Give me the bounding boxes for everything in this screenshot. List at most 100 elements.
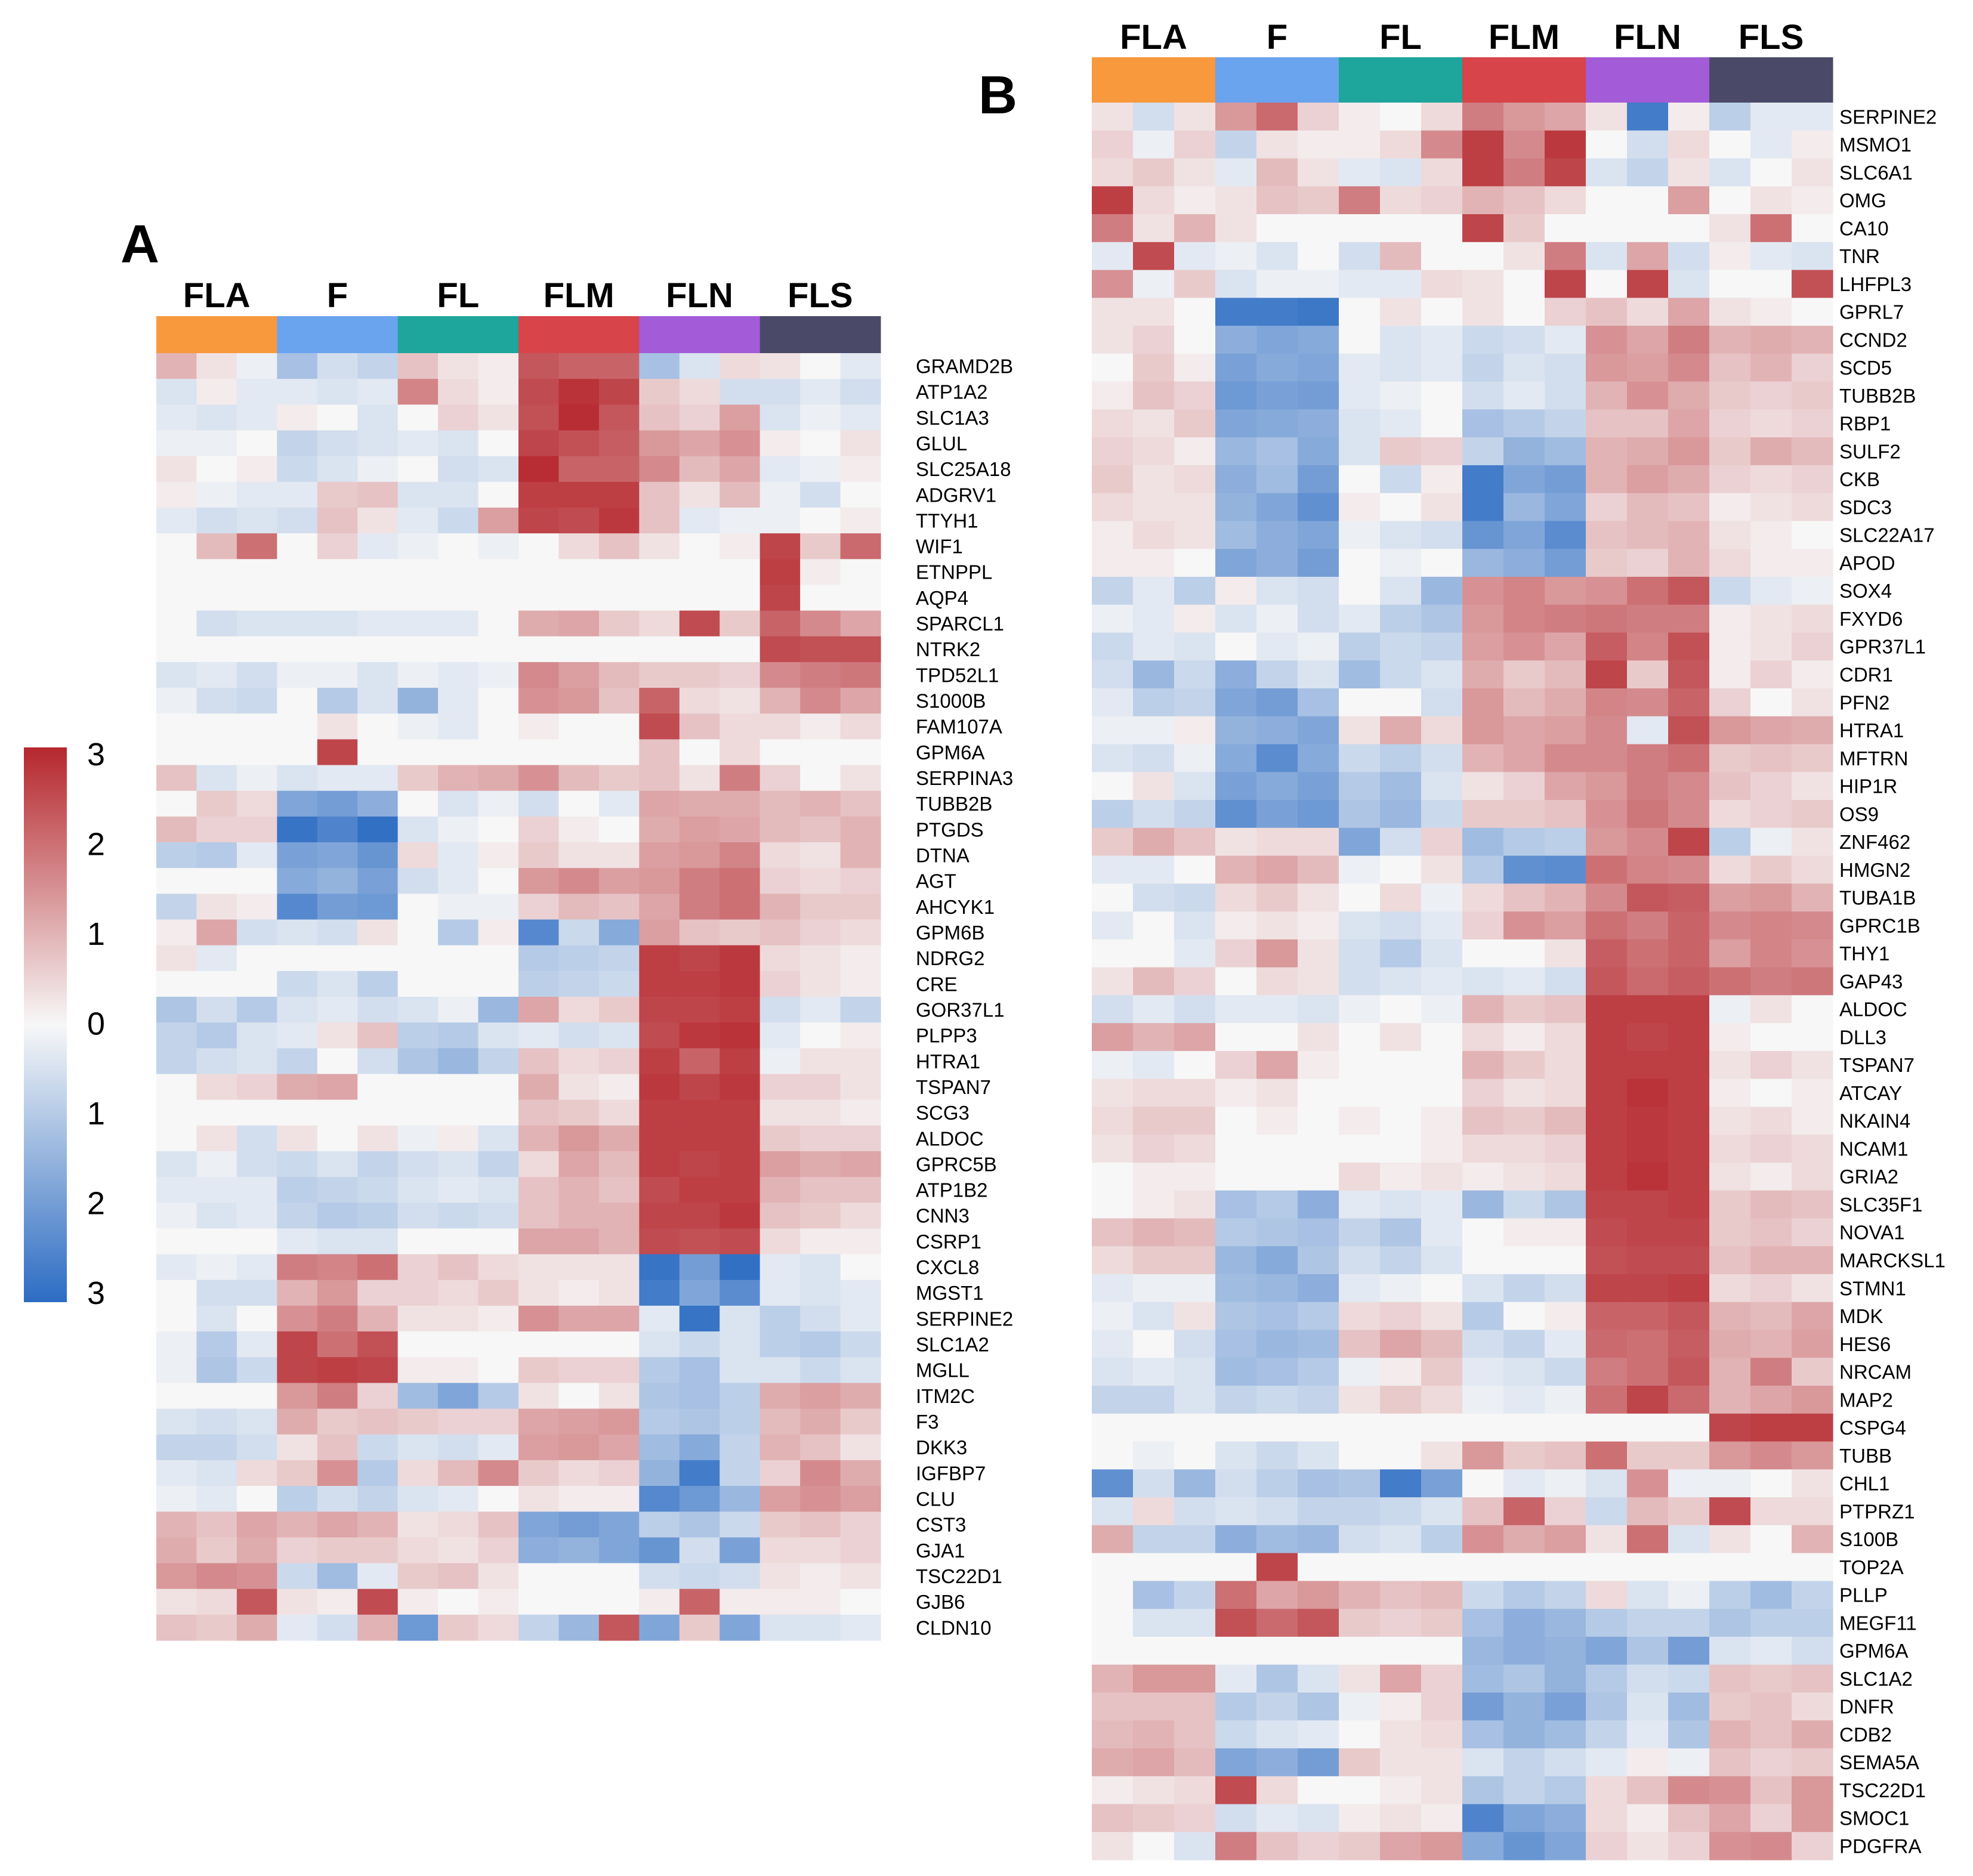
heatmap-cell <box>1709 493 1751 522</box>
heatmap-cell <box>1380 1386 1422 1414</box>
heatmap-cell <box>1092 1804 1134 1832</box>
gene-label-ttyh1: TTYH1 <box>916 509 978 531</box>
heatmap-cell <box>518 662 560 688</box>
heatmap-cell <box>1709 298 1751 326</box>
heatmap-cell <box>1792 1748 1833 1777</box>
heatmap-cell <box>720 1614 761 1641</box>
heatmap-cell <box>357 481 399 508</box>
group-bar-fln-rep1 <box>639 316 680 353</box>
heatmap-cell <box>1545 465 1586 494</box>
heatmap-cell <box>1298 604 1339 633</box>
heatmap-cell <box>1380 1469 1422 1498</box>
heatmap-cell <box>1545 1246 1586 1275</box>
heatmap-cell <box>1750 1413 1792 1442</box>
heatmap-cell <box>1709 1050 1751 1080</box>
heatmap-cell <box>1545 1330 1586 1358</box>
heatmap-cell <box>1462 576 1504 605</box>
heatmap-cell <box>1586 1218 1628 1247</box>
heatmap-cell <box>1627 1358 1669 1386</box>
heatmap-cell <box>1709 130 1751 159</box>
gene-label-htra1: HTRA1 <box>916 1050 980 1073</box>
heatmap-cell <box>236 1512 277 1538</box>
heatmap-cell <box>598 1512 640 1538</box>
heatmap-cell <box>397 1408 439 1435</box>
heatmap-cell <box>1545 1804 1586 1832</box>
heatmap-cell <box>1133 995 1175 1024</box>
heatmap-cell <box>759 353 801 379</box>
heatmap-cell <box>1503 298 1545 326</box>
heatmap-cell <box>277 662 318 688</box>
heatmap-cell <box>1627 242 1669 271</box>
heatmap-cell <box>1215 1218 1257 1247</box>
heatmap-cell <box>438 1486 479 1512</box>
heatmap-cell <box>1462 1497 1504 1526</box>
heatmap-cell <box>1586 1692 1628 1721</box>
heatmap-cell <box>1462 158 1504 187</box>
heatmap-cell <box>1545 576 1586 605</box>
heatmap-cell <box>800 790 841 817</box>
heatmap-cell <box>236 610 277 637</box>
heatmap-cell <box>1586 353 1628 382</box>
heatmap-cell <box>478 765 519 792</box>
heatmap-cell <box>1750 409 1792 438</box>
heatmap-cell <box>236 868 277 894</box>
heatmap-cell <box>1380 855 1422 884</box>
heatmap-cell <box>1298 1023 1339 1052</box>
heatmap-cell <box>518 1614 560 1641</box>
heatmap-cell <box>1092 800 1134 829</box>
gene-label-apod: APOD <box>1839 552 1895 574</box>
heatmap-cell <box>558 739 600 766</box>
heatmap-cell <box>679 945 720 972</box>
heatmap-cell <box>1503 827 1545 857</box>
heatmap-cell <box>1298 1636 1339 1665</box>
gene-label-dll3: DLL3 <box>1839 1026 1886 1048</box>
heatmap-cell <box>478 559 519 586</box>
heatmap-cell <box>438 662 479 688</box>
heatmap-cell <box>1545 214 1586 243</box>
heatmap-cell <box>840 430 881 457</box>
heatmap-cell <box>1586 1497 1628 1526</box>
heatmap-cell <box>1133 1469 1175 1498</box>
group-bar-flm-rep1 <box>1462 57 1504 103</box>
heatmap-cell <box>1256 409 1298 438</box>
heatmap-cell <box>840 456 881 483</box>
heatmap-cell <box>800 585 841 611</box>
heatmap-cell <box>1092 1050 1134 1080</box>
group-bar-f-rep2 <box>1256 57 1298 103</box>
heatmap-cell <box>236 816 277 843</box>
heatmap-cell <box>1174 298 1216 326</box>
gene-label-sox4: SOX4 <box>1839 580 1892 602</box>
heatmap-cell <box>598 1537 640 1564</box>
heatmap-cell <box>236 1434 277 1461</box>
heatmap-cell <box>1462 632 1504 661</box>
heatmap-cell <box>438 1254 479 1281</box>
heatmap-cell <box>1298 1553 1339 1581</box>
heatmap-cell <box>1668 214 1710 243</box>
heatmap-cell <box>1792 298 1833 326</box>
heatmap-cell <box>1586 326 1628 354</box>
heatmap-cell <box>679 1460 720 1486</box>
heatmap-cell <box>759 1357 801 1383</box>
gene-label-gpm6b: GPM6B <box>916 922 985 944</box>
heatmap-cell <box>840 1512 881 1538</box>
heatmap-cell <box>478 1383 519 1410</box>
heatmap-cell <box>1668 744 1710 772</box>
heatmap-cell <box>1750 549 1792 577</box>
heatmap-cell <box>1256 827 1298 857</box>
gene-label-atp1a2: ATP1A2 <box>916 381 987 403</box>
heatmap-cell <box>558 1125 600 1152</box>
heatmap-cell <box>639 765 680 792</box>
heatmap-cell <box>1750 688 1792 717</box>
heatmap-cell <box>598 610 640 637</box>
heatmap-cell <box>236 456 277 483</box>
heatmap-cell <box>1092 1581 1134 1609</box>
heatmap-cell <box>438 1022 479 1049</box>
heatmap-cell <box>478 894 519 920</box>
heatmap-cell <box>1174 1469 1216 1498</box>
heatmap-cell <box>679 1588 720 1615</box>
heatmap-cell <box>1792 967 1833 996</box>
heatmap-cell <box>397 379 439 405</box>
heatmap-cell <box>1092 1413 1134 1442</box>
heatmap-cell <box>397 1588 439 1615</box>
heatmap-cell <box>438 353 479 379</box>
